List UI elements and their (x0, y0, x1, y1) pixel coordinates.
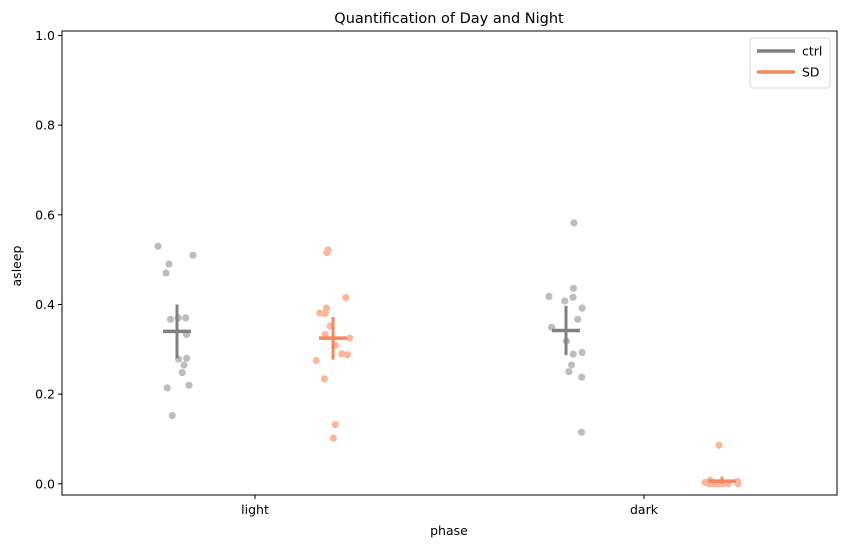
data-point (189, 251, 197, 259)
y-tick-label: 0.0 (35, 476, 55, 491)
data-point (168, 412, 176, 420)
legend-label: SD (802, 65, 820, 80)
plot-frame (61, 30, 838, 496)
data-point (343, 351, 351, 359)
group-ctrl-light (154, 242, 197, 420)
data-point (162, 269, 170, 277)
data-point (569, 350, 577, 358)
data-point (715, 441, 723, 449)
x-axis-label: phase (430, 523, 468, 538)
data-point (570, 219, 578, 227)
data-point (578, 348, 586, 356)
y-axis-ticks: 0.0 0.2 0.4 0.6 0.8 1.0 (35, 28, 62, 491)
y-tick-label: 1.0 (35, 28, 55, 43)
data-point (329, 434, 337, 442)
group-ctrl-dark (545, 219, 586, 436)
data-point (316, 309, 324, 317)
data-point (312, 356, 320, 365)
data-point (321, 330, 329, 339)
y-axis-label: asleep (9, 245, 24, 286)
data-point (578, 373, 586, 381)
data-point (338, 350, 346, 358)
data-point (545, 292, 553, 300)
data-point (163, 384, 171, 392)
y-tick-label: 0.4 (35, 297, 55, 312)
data-point (578, 304, 586, 312)
data-point (320, 375, 328, 383)
data-point (183, 354, 191, 362)
data-point (561, 297, 569, 305)
y-tick-label: 0.2 (35, 387, 55, 402)
data-point (165, 260, 173, 268)
x-axis-ticks: light dark (241, 495, 659, 517)
data-point (154, 242, 162, 250)
group-sd-light (312, 246, 354, 442)
data-point (182, 314, 190, 322)
plot-area (154, 219, 742, 488)
data-point (323, 248, 331, 257)
legend: ctrl SD (749, 37, 831, 89)
data-point (331, 421, 339, 429)
data-point (565, 368, 573, 376)
chart-title: Quantification of Day and Night (334, 11, 564, 27)
legend-label: ctrl (802, 44, 822, 59)
data-point (574, 315, 582, 323)
data-point (569, 293, 577, 301)
y-tick-label: 0.8 (35, 118, 55, 133)
data-point (346, 334, 354, 342)
data-point (734, 480, 742, 488)
x-tick-label: dark (630, 502, 659, 517)
y-tick-label: 0.6 (35, 207, 55, 222)
data-point (180, 361, 188, 369)
x-tick-label: light (241, 502, 269, 517)
data-point (178, 369, 186, 377)
data-point (569, 284, 578, 292)
data-point (185, 381, 193, 389)
data-point (567, 361, 576, 369)
group-sd-dark (701, 441, 742, 488)
data-point (342, 294, 350, 302)
data-point (321, 309, 329, 317)
data-point (166, 315, 175, 323)
data-point (577, 428, 586, 436)
